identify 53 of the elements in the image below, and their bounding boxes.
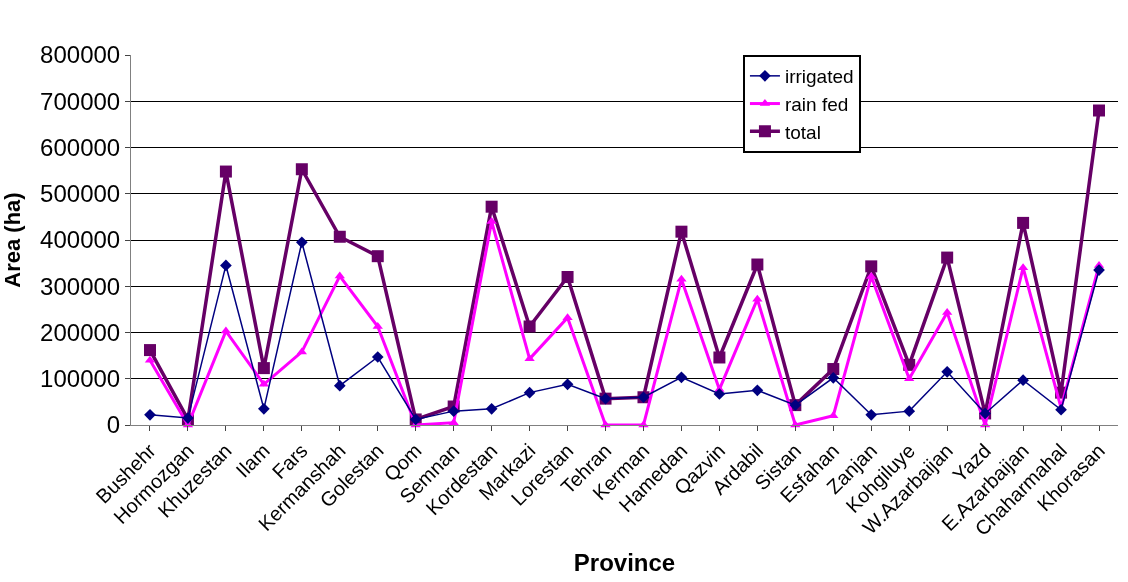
point [1093,104,1106,117]
point [257,362,270,375]
point [751,258,764,271]
point [675,225,688,238]
point [485,200,498,213]
point [941,365,954,378]
point [903,405,916,417]
point [295,236,308,249]
point [751,384,764,397]
point [524,354,535,362]
point [523,386,536,399]
point [333,230,346,243]
point [941,251,954,264]
point [561,271,574,283]
x-axis-title: Province [573,549,676,577]
y-tick-label: 100000 [40,365,121,393]
point [333,379,346,392]
point [143,344,156,357]
y-tick-label: 800000 [40,41,121,69]
point [827,371,840,384]
y-axis-title: Area (ha) [0,192,25,288]
point [219,165,232,178]
point [865,260,878,273]
legend-label: rain fed [784,93,849,115]
point [447,405,460,417]
point [220,259,232,272]
y-tick-label: 700000 [40,87,121,115]
point [144,408,156,421]
point [676,274,687,282]
point [713,351,726,364]
point [523,320,536,333]
point [713,388,726,400]
point [865,408,878,421]
point [1017,216,1030,229]
point [1055,403,1067,416]
point [258,402,270,415]
y-tick-label: 600000 [40,133,121,161]
point [485,402,498,415]
point [675,371,688,384]
legend-label: total [784,121,821,143]
point [561,378,574,391]
point [1017,374,1029,386]
y-tick-label: 300000 [40,272,121,300]
point [295,163,308,176]
point [827,363,840,376]
point [371,250,384,263]
y-tick-label: 500000 [40,180,121,208]
y-tick-label: 400000 [40,226,121,254]
legend-label: irrigated [784,66,854,88]
y-tick-label: 200000 [40,318,121,346]
y-tick-label: 0 [106,411,121,439]
point [372,321,383,329]
point [371,351,384,363]
